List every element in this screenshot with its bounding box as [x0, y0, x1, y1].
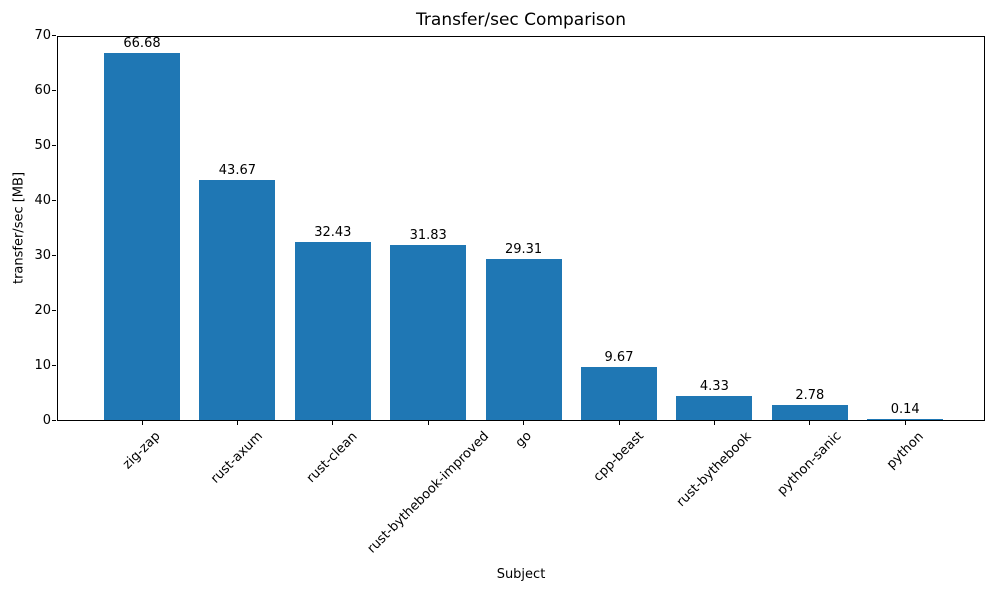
bar-value-label: 32.43 [314, 224, 352, 240]
x-tick [523, 421, 525, 425]
y-tick-label: 0 [42, 413, 51, 428]
x-tick-label: go [512, 428, 535, 451]
x-tick-label: rust-bythebook-improved [364, 428, 492, 557]
bar-value-label: 0.14 [890, 402, 920, 418]
y-axis-label: transfer/sec [MB] [11, 171, 27, 285]
x-axis-label: Subject [496, 567, 546, 582]
x-tick-label: cpp-beast [590, 428, 647, 486]
bar-value-label: 2.78 [795, 387, 825, 403]
bar [294, 241, 371, 420]
x-tick-label: python [883, 428, 927, 472]
y-tick [52, 365, 56, 366]
y-tick [52, 35, 56, 36]
y-tick-label: 50 [34, 138, 51, 153]
bar [104, 53, 180, 420]
y-tick [52, 310, 56, 311]
bar-value-label: 4.33 [699, 379, 729, 395]
x-tick [141, 421, 143, 425]
bar [390, 244, 467, 420]
bar-value-label: 43.67 [218, 162, 256, 178]
x-tick [904, 421, 906, 425]
y-tick [52, 255, 56, 256]
y-tick-label: 10 [34, 358, 51, 373]
y-tick-label: 40 [34, 193, 51, 208]
x-tick [332, 421, 334, 425]
x-tick [713, 421, 715, 425]
bar [867, 419, 944, 420]
y-tick-label: 60 [34, 83, 51, 98]
x-tick [618, 421, 620, 425]
chart-title: Transfer/sec Comparison [416, 10, 626, 30]
bar [485, 258, 562, 420]
bar [199, 179, 276, 420]
x-tick-label: zig-zap [120, 428, 164, 473]
y-tick [52, 200, 56, 201]
y-tick [52, 420, 56, 421]
bar-value-label: 29.31 [504, 241, 543, 257]
x-tick [427, 421, 429, 425]
x-tick-label: rust-clean [304, 428, 361, 486]
bar [771, 404, 848, 420]
x-tick [236, 421, 238, 425]
bar [581, 366, 657, 420]
y-tick [52, 90, 56, 91]
y-tick-label: 70 [34, 28, 51, 43]
bar [676, 396, 753, 420]
x-tick-label: rust-bythebook [673, 428, 755, 510]
bar-value-label: 31.83 [409, 227, 447, 243]
y-tick-label: 20 [34, 303, 51, 318]
bar-value-label: 66.68 [123, 36, 161, 52]
x-tick [809, 421, 811, 425]
y-tick [52, 145, 56, 146]
x-tick-label: rust-axum [208, 429, 266, 487]
x-tick-label: python-sanic [774, 429, 845, 499]
y-tick-label: 30 [34, 248, 51, 263]
bar-value-label: 9.67 [604, 349, 634, 365]
